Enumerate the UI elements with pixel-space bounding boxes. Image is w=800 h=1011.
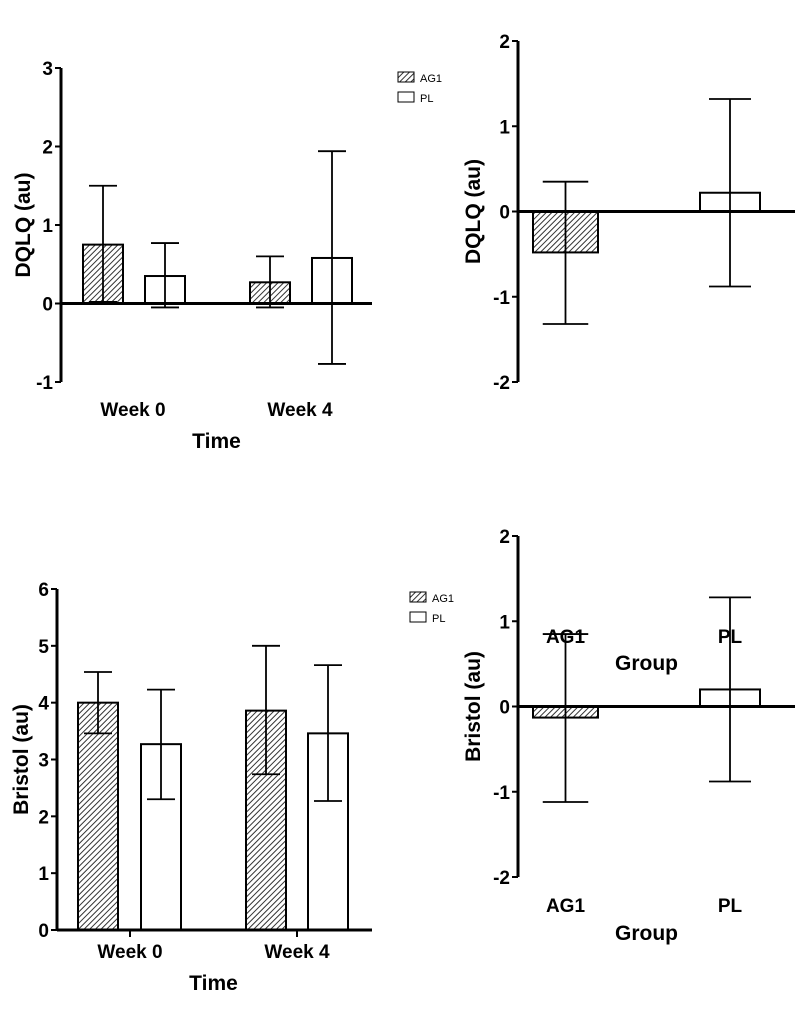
y-axis-label: DQLQ (au): [12, 173, 35, 278]
y-tick-label: 1: [499, 612, 510, 633]
y-tick-label: 6: [38, 580, 49, 601]
y-tick-label: 3: [42, 59, 53, 80]
y-tick-label: 1: [38, 864, 49, 885]
legend-label: AG1: [432, 593, 454, 605]
x-tick-label: Week 0: [97, 942, 162, 963]
bar-pl: [307, 732, 349, 932]
y-tick-label: -1: [493, 783, 510, 804]
y-axis-label: DQLQ (au): [462, 159, 485, 264]
y-tick-label: 0: [499, 203, 510, 224]
x-tick-label: PL: [718, 896, 743, 917]
y-tick-label: 3: [38, 751, 49, 772]
y-tick-label: 1: [499, 117, 510, 138]
x-tick-label: Week 4: [264, 942, 330, 963]
legend-label: AG1: [420, 73, 442, 85]
legend-swatch-ag1: [397, 71, 415, 83]
x-tick-label: Week 4: [267, 400, 333, 421]
y-tick-label: 2: [42, 138, 53, 159]
legend-label: PL: [432, 613, 445, 625]
x-tick-label: Week 0: [100, 400, 165, 421]
legend-label: PL: [420, 93, 433, 105]
x-axis-label: Group: [615, 652, 678, 675]
y-tick-label: 0: [38, 921, 49, 942]
y-tick-label: -2: [493, 373, 510, 394]
y-tick-label: 0: [42, 295, 53, 316]
y-tick-label: 2: [499, 527, 510, 548]
legend-swatch-pl: [409, 611, 427, 623]
y-tick-label: 4: [38, 694, 49, 715]
bar-ag1: [77, 701, 119, 932]
legend-swatch-ag1: [409, 591, 427, 603]
x-tick-label: AG1: [546, 896, 586, 917]
legend-swatch-pl: [397, 91, 415, 103]
y-tick-label: 2: [499, 32, 510, 53]
y-tick-label: -1: [493, 288, 510, 309]
y-axis-label: Bristol (au): [462, 651, 485, 762]
x-axis-label: Time: [192, 430, 241, 453]
x-axis-label: Time: [189, 972, 238, 995]
x-axis-label: Group: [615, 922, 678, 945]
y-tick-label: 5: [38, 637, 49, 658]
y-tick-label: -2: [493, 868, 510, 889]
y-axis-label: Bristol (au): [10, 704, 33, 815]
y-tick-label: 2: [38, 807, 49, 828]
y-tick-label: -1: [36, 373, 53, 394]
y-tick-label: 1: [42, 216, 53, 237]
y-tick-label: 0: [499, 698, 510, 719]
